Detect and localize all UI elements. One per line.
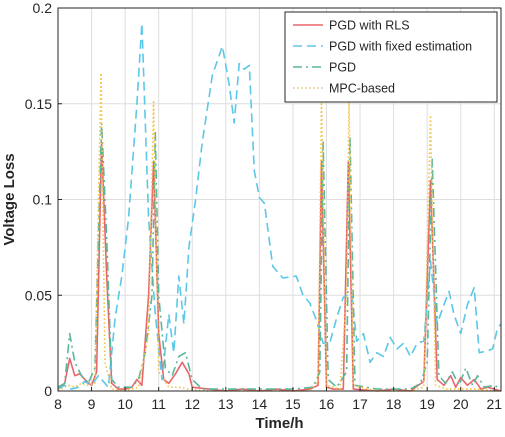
x-tick-label: 21 — [486, 396, 502, 412]
legend: PGD with RLS PGD with fixed estimation PGD… — [284, 11, 498, 103]
y-tick-label: 0 — [44, 383, 52, 399]
x-tick-label: 11 — [151, 396, 166, 412]
legend-label: MPC-based — [329, 82, 395, 96]
x-tick-label: 10 — [117, 396, 133, 412]
legend-label: PGD with RLS — [329, 19, 410, 33]
x-tick-label: 8 — [54, 396, 62, 412]
x-tick-label: 18 — [386, 396, 402, 412]
axis-ticks: 8 9 10 11 12 13 14 15 16 17 18 19 20 21 0 0.05 0.1 0.15 0.… — [25, 0, 503, 412]
x-tick-label: 13 — [218, 396, 234, 412]
y-tick-label: 0.05 — [25, 287, 52, 303]
legend-box — [284, 11, 498, 103]
series-line-2 — [57, 122, 502, 390]
x-tick-label: 14 — [252, 396, 268, 412]
y-tick-label: 0.2 — [33, 0, 53, 16]
x-tick-label: 9 — [88, 396, 96, 412]
x-tick-label: 12 — [184, 396, 200, 412]
y-tick-label: 0.1 — [33, 192, 53, 208]
x-axis-label: Time/h — [255, 415, 303, 432]
x-tick-label: 17 — [352, 396, 368, 412]
legend-label: PGD — [329, 61, 356, 75]
series-line-1 — [57, 22, 502, 390]
y-axis-label: Voltage Loss — [1, 153, 18, 245]
x-tick-label: 20 — [453, 396, 469, 412]
legend-label: PGD with fixed estimation — [329, 40, 472, 54]
x-tick-label: 16 — [319, 396, 335, 412]
x-tick-label: 15 — [285, 396, 301, 412]
x-tick-label: 19 — [419, 396, 435, 412]
y-tick-label: 0.15 — [25, 96, 52, 112]
